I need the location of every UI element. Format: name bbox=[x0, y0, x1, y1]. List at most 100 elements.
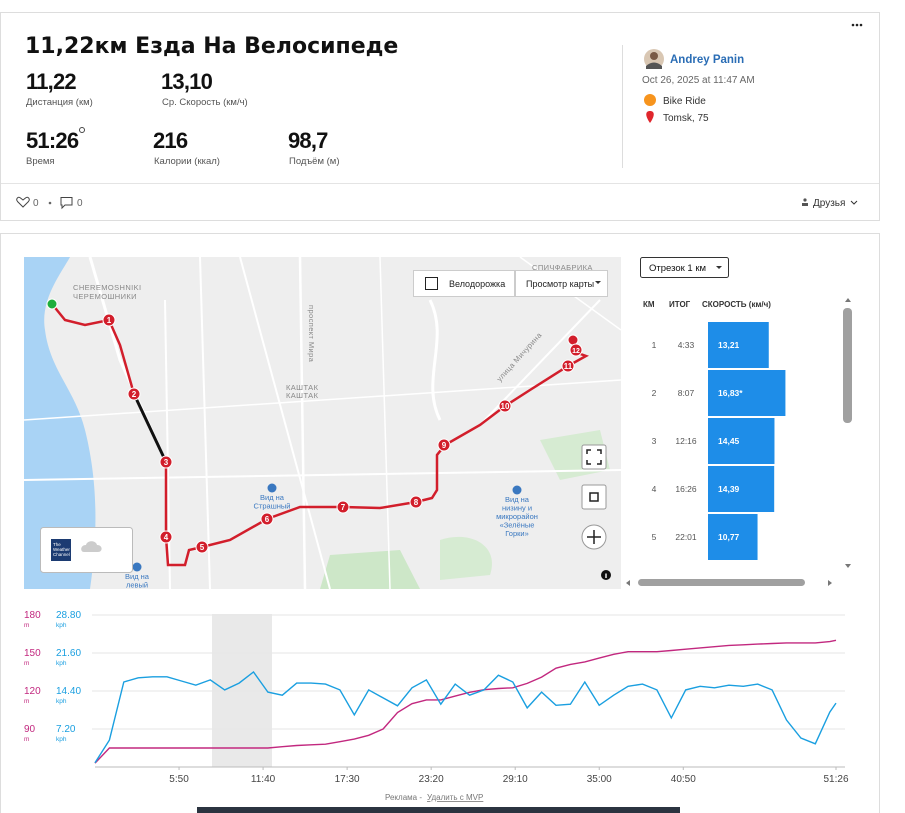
scrollbar-thumb[interactable] bbox=[638, 579, 805, 586]
chevron bbox=[850, 200, 858, 205]
speed-bar bbox=[708, 370, 786, 416]
y2-unit: kph bbox=[56, 736, 67, 743]
marker-label: 6 bbox=[265, 515, 270, 524]
info-glyph bbox=[605, 573, 607, 578]
map-controls[interactable] bbox=[581, 444, 607, 550]
timer-icon bbox=[79, 127, 85, 133]
x-tick-label: 51:26 bbox=[823, 774, 848, 785]
visibility[interactable]: Друзья bbox=[813, 198, 845, 209]
y-tick-label: 90 bbox=[24, 724, 36, 735]
y-unit: m bbox=[24, 660, 29, 667]
poi-label: «Зелёные bbox=[500, 521, 535, 530]
poi-label: микрорайон bbox=[496, 512, 538, 521]
y-unit: m bbox=[24, 622, 29, 629]
x-tick-label: 23:20 bbox=[419, 774, 444, 785]
split-total: 22:01 bbox=[675, 532, 697, 542]
marker: 4 bbox=[159, 530, 173, 544]
poi-label: левый bbox=[126, 581, 148, 590]
poi-label: Страшный bbox=[254, 502, 291, 511]
kudos-count[interactable]: 0 bbox=[33, 198, 39, 209]
athlete-name[interactable]: Andrey Panin bbox=[670, 54, 744, 66]
y2-tick-label: 28.80 bbox=[56, 610, 81, 621]
marker-label: 2 bbox=[132, 390, 137, 399]
caret bbox=[595, 281, 601, 284]
y-tick-label: 150 bbox=[24, 648, 41, 659]
speed-label: 16,83* bbox=[718, 388, 743, 398]
marker-label: 4 bbox=[164, 533, 169, 542]
map-label: КАШТАК bbox=[286, 383, 319, 392]
marker: 7 bbox=[336, 500, 350, 514]
map-label: КАШТАК bbox=[286, 391, 319, 400]
poi-label: Горки» bbox=[505, 529, 529, 538]
marker: 10 bbox=[498, 399, 512, 413]
map[interactable] bbox=[24, 257, 621, 589]
y-tick-label: 180 bbox=[24, 610, 41, 621]
stat-label: Калории (ккал) bbox=[154, 156, 220, 167]
x-tick-label: 17:30 bbox=[335, 774, 360, 785]
marker: 2 bbox=[127, 387, 141, 401]
comment-icon[interactable] bbox=[60, 197, 73, 210]
button-label[interactable]: Велодорожка bbox=[449, 279, 505, 289]
kudos-icon[interactable] bbox=[16, 196, 30, 208]
ad-image[interactable] bbox=[197, 807, 680, 813]
speed-bar bbox=[708, 322, 769, 368]
stat-value: 51:26 bbox=[26, 128, 79, 153]
elevation-speed-chart[interactable]: 90m120m150m180m7.20kph14.40kph21.60kph28… bbox=[24, 610, 849, 785]
weather-text: The bbox=[53, 542, 61, 547]
activity-date: Oct 26, 2025 at 11:47 AM bbox=[642, 75, 755, 86]
location: Tomsk, 75 bbox=[663, 113, 709, 124]
weather-logo bbox=[51, 539, 71, 561]
column-header: ИТОГ bbox=[669, 300, 691, 309]
map-label: проспект Мира bbox=[307, 305, 316, 363]
marker: 8 bbox=[409, 495, 423, 509]
weather-icon bbox=[81, 541, 102, 552]
y2-unit: kph bbox=[56, 698, 67, 705]
checkbox[interactable] bbox=[425, 277, 438, 290]
speed-label: 14,45 bbox=[718, 436, 740, 446]
y2-unit: kph bbox=[56, 660, 67, 667]
marker: 5 bbox=[195, 540, 209, 554]
poi-label: низину и bbox=[502, 504, 532, 513]
marker: 12 bbox=[569, 343, 583, 357]
split-selector[interactable] bbox=[640, 257, 729, 278]
ad-label: Реклама - bbox=[385, 793, 422, 802]
marker-label: 3 bbox=[164, 458, 169, 467]
stat-label: Ср. Скорость (км/ч) bbox=[162, 97, 248, 108]
avatar[interactable] bbox=[644, 49, 664, 69]
weather-text: Weather bbox=[53, 547, 70, 552]
elevation-line bbox=[94, 639, 837, 764]
button-label[interactable]: Просмотр карты bbox=[526, 279, 594, 289]
y2-tick-label: 21.60 bbox=[56, 648, 81, 659]
speed-label: 14,39 bbox=[718, 484, 740, 494]
map-view-button[interactable] bbox=[515, 270, 608, 297]
map-label: CHEREMOSHNIKI bbox=[73, 283, 142, 292]
more-menu[interactable] bbox=[851, 23, 863, 27]
sport-icon bbox=[644, 94, 656, 106]
speed-label: 13,21 bbox=[718, 340, 740, 350]
splits-table: 1 4:33 13,21 2 8:07 16,83* 3 12:16 14,45 4 16:26 14… bbox=[652, 322, 786, 560]
split-km: 5 bbox=[652, 532, 657, 542]
stat-label: Дистанция (км) bbox=[26, 97, 93, 108]
column-header: КМ bbox=[643, 300, 655, 309]
stat-value: 98,7 bbox=[288, 128, 328, 153]
poi-label: Вид на bbox=[125, 572, 150, 581]
comment-count[interactable]: 0 bbox=[77, 198, 83, 209]
stat-value: 216 bbox=[153, 128, 188, 153]
marker-label: 10 bbox=[501, 402, 510, 411]
split-total: 16:26 bbox=[675, 484, 697, 494]
y2-unit: kph bbox=[56, 622, 67, 629]
marker: 1 bbox=[102, 313, 116, 327]
split-km: 3 bbox=[652, 436, 657, 446]
summary-card bbox=[0, 12, 880, 221]
scrollbar-thumb[interactable] bbox=[843, 308, 852, 423]
split-total: 8:07 bbox=[678, 388, 695, 398]
activity-title: 11,22км Езда На Велосипеде bbox=[25, 34, 398, 59]
sport-type: Bike Ride bbox=[663, 96, 706, 107]
ad-remove-link[interactable]: Удалить с MVP bbox=[427, 793, 483, 802]
poi-label: Вид на bbox=[260, 493, 285, 502]
speed-bar bbox=[708, 514, 758, 560]
marker-label: 8 bbox=[414, 498, 419, 507]
split-selector-label[interactable]: Отрезок 1 км bbox=[649, 263, 706, 274]
